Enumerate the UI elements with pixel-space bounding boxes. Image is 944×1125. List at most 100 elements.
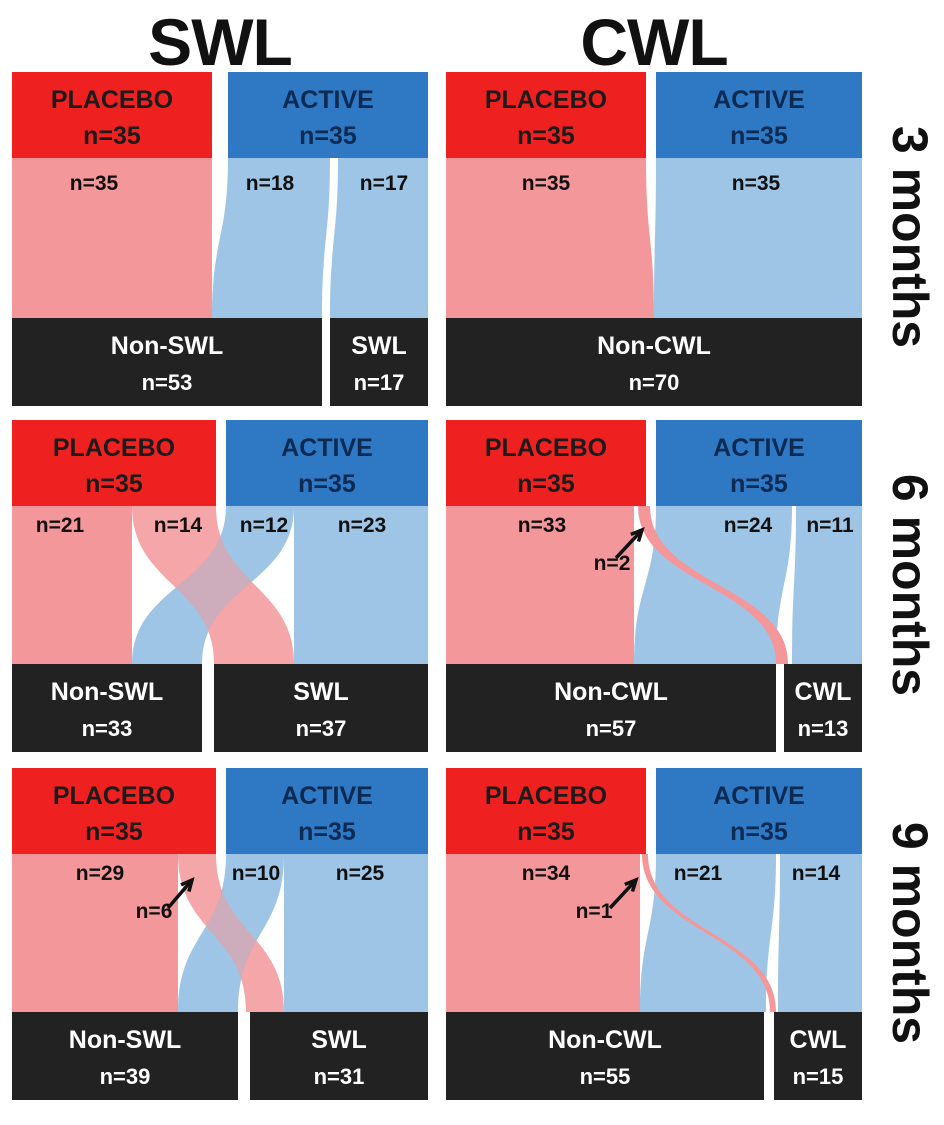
flow-label: n=33 <box>518 514 566 537</box>
outcome-n: n=13 <box>798 716 849 741</box>
flow-band <box>446 158 654 318</box>
panel-swl-6: PLACEBO n=35 ACTIVE n=35 Non-SWL n=33 SWL n=37 n… <box>12 420 428 752</box>
outcome-n: n=39 <box>100 1064 151 1089</box>
outcome-n: n=37 <box>296 716 347 741</box>
outcome-box <box>12 1012 238 1100</box>
flow-label: n=23 <box>338 514 386 537</box>
outcome-n: n=17 <box>354 370 405 395</box>
transition-arrow-head <box>630 527 645 542</box>
outcome-label: Non-SWL <box>51 678 163 706</box>
active-box <box>656 72 862 158</box>
active-label: ACTIVE <box>713 782 805 810</box>
active-label: ACTIVE <box>713 86 805 114</box>
outcome-box <box>774 1012 862 1100</box>
outcome-box <box>446 664 776 752</box>
flow-band <box>132 506 294 664</box>
transition-arrow <box>608 878 638 910</box>
outcome-n: n=33 <box>82 716 133 741</box>
outcome-label: CWL <box>790 1026 847 1054</box>
flow-label: n=21 <box>36 514 85 537</box>
flow-label: n=14 <box>792 862 841 885</box>
active-box <box>226 420 428 506</box>
transition-arrow <box>614 528 644 560</box>
flow-band <box>12 158 212 318</box>
outcome-label: Non-SWL <box>111 332 223 360</box>
placebo-box <box>12 768 216 854</box>
outcome-n: n=55 <box>580 1064 631 1089</box>
transition-arrow-head <box>624 877 639 892</box>
panel-cwl-3: PLACEBO n=35 ACTIVE n=35 Non-CWL n=70 n=35 n=35 <box>446 72 862 406</box>
active-box <box>228 72 428 158</box>
outcome-label: Non-CWL <box>597 332 711 360</box>
arrow-icon <box>608 877 639 910</box>
flow-label: n=35 <box>522 172 571 195</box>
flow-label: n=17 <box>360 172 408 195</box>
title-swl: SWL <box>148 5 293 79</box>
placebo-n: n=35 <box>85 818 143 846</box>
outcome-n: n=15 <box>793 1064 844 1089</box>
flow-label: n=2 <box>594 552 631 575</box>
outcome-label: Non-CWL <box>554 678 668 706</box>
flow-band <box>212 158 330 318</box>
outcome-box <box>250 1012 428 1100</box>
active-box <box>656 768 862 854</box>
active-n: n=35 <box>299 122 357 150</box>
placebo-label: PLACEBO <box>51 86 173 114</box>
flow-label: n=21 <box>674 862 723 885</box>
outcome-label: SWL <box>351 332 407 360</box>
flow-label: n=6 <box>136 900 173 923</box>
active-n: n=35 <box>730 818 788 846</box>
title-cwl: CWL <box>580 5 728 79</box>
active-label: ACTIVE <box>281 434 373 462</box>
flow-label: n=34 <box>522 862 571 885</box>
placebo-n: n=35 <box>83 122 141 150</box>
flow-band <box>12 506 132 664</box>
outcome-box <box>784 664 862 752</box>
panel-cwl-6: PLACEBO n=35 ACTIVE n=35 Non-CWL n=57 CWL n=13 n… <box>446 420 862 752</box>
outcome-box <box>446 318 862 406</box>
placebo-label: PLACEBO <box>485 434 607 462</box>
placebo-label: PLACEBO <box>53 434 175 462</box>
flow-label: n=10 <box>232 862 280 885</box>
placebo-n: n=35 <box>517 122 575 150</box>
outcome-box <box>12 318 322 406</box>
placebo-label: PLACEBO <box>485 86 607 114</box>
flow-band <box>294 506 428 664</box>
active-box <box>656 420 862 506</box>
flow-band <box>654 158 862 318</box>
flow-band <box>178 854 284 1012</box>
active-n: n=35 <box>730 122 788 150</box>
active-label: ACTIVE <box>713 434 805 462</box>
panel-swl-9: PLACEBO n=35 ACTIVE n=35 Non-SWL n=39 SWL n=31 n… <box>12 768 428 1100</box>
outcome-label: SWL <box>311 1026 367 1054</box>
flow-band <box>778 854 862 1012</box>
outcome-box <box>446 1012 764 1100</box>
active-n: n=35 <box>298 470 356 498</box>
flow-band <box>330 158 428 318</box>
placebo-n: n=35 <box>85 470 143 498</box>
placebo-box <box>446 72 646 158</box>
active-label: ACTIVE <box>282 86 374 114</box>
placebo-n: n=35 <box>517 818 575 846</box>
placebo-box <box>446 420 646 506</box>
active-label: ACTIVE <box>281 782 373 810</box>
flow-band <box>792 506 862 664</box>
outcome-label: Non-SWL <box>69 1026 181 1054</box>
arrow-icon <box>614 527 645 560</box>
placebo-n: n=35 <box>517 470 575 498</box>
flow-label: n=14 <box>154 514 203 537</box>
flow-band <box>446 854 640 1012</box>
flow-band <box>284 854 428 1012</box>
outcome-n: n=53 <box>142 370 193 395</box>
placebo-label: PLACEBO <box>485 782 607 810</box>
transition-arrow-head <box>180 876 195 893</box>
panel-cwl-9: PLACEBO n=35 ACTIVE n=35 Non-CWL n=55 CWL n=15 n… <box>446 768 862 1100</box>
flow-band <box>178 854 284 1012</box>
flow-label: n=29 <box>76 862 124 885</box>
flow-label: n=1 <box>576 900 613 923</box>
flow-band <box>446 506 634 664</box>
outcome-box <box>330 318 428 406</box>
flow-label: n=35 <box>70 172 119 195</box>
placebo-box <box>446 768 646 854</box>
